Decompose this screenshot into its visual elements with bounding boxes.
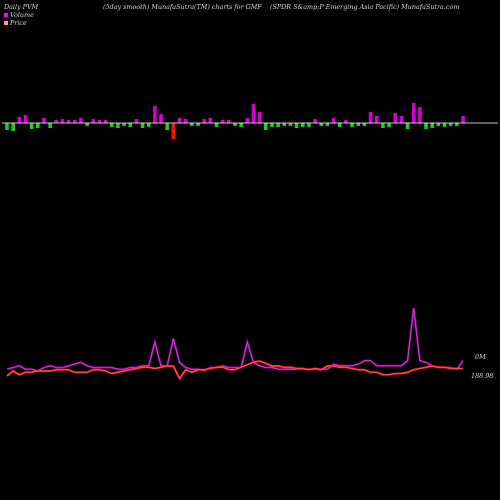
pvm-bar [325, 123, 330, 126]
pvm-bar [171, 123, 176, 139]
volume-line-highlight [6, 307, 464, 372]
pvm-bar [97, 120, 102, 123]
legend-volume: Volume [4, 11, 34, 19]
legend-volume-swatch [4, 13, 8, 17]
pvm-bar [461, 116, 465, 123]
pvm-bar [91, 119, 96, 123]
pvm-bar [362, 123, 367, 126]
pvm-bar [251, 104, 256, 123]
pvm-bar [23, 115, 28, 123]
pvm-bar [399, 116, 404, 123]
pvm-bar [60, 119, 65, 123]
pvm-bar [128, 123, 133, 127]
series-lines [6, 307, 464, 381]
pvm-bar [331, 118, 336, 123]
pvm-bar [72, 120, 77, 123]
pvm-bar [233, 123, 237, 126]
pvm-bar [264, 123, 268, 130]
pvm-bar [307, 123, 311, 127]
pvm-bar [448, 123, 453, 126]
pvm-bar [146, 123, 151, 127]
pvm-bar [442, 123, 447, 127]
pvm-bar [436, 123, 441, 126]
pvm-bar [208, 118, 213, 123]
legend-price: Price [4, 19, 27, 27]
pvm-bar [424, 123, 428, 129]
pvm-bar [165, 123, 170, 130]
pvm-bar [116, 123, 120, 128]
pvm-bar [79, 118, 83, 123]
pvm-bar [17, 117, 22, 123]
pvm-bar [36, 123, 40, 128]
pvm-bar [196, 123, 200, 126]
pvm-bar [42, 118, 46, 123]
legend-price-label: Price [10, 19, 27, 27]
volume-line [6, 307, 464, 372]
price-line [6, 359, 463, 381]
pvm-bar [381, 123, 385, 128]
pvm-bar [393, 113, 398, 123]
pvm-bar [282, 123, 287, 126]
pvm-bar [455, 123, 459, 126]
pvm-bar [288, 123, 293, 126]
pvm-bar [183, 119, 188, 123]
pvm-bars [5, 103, 465, 139]
volume-axis-label: 0M [475, 353, 486, 361]
pvm-bar [48, 123, 52, 128]
pvm-bar [257, 112, 262, 123]
pvm-bar [270, 123, 274, 127]
pvm-bar [300, 123, 305, 127]
pvm-bar [387, 123, 391, 127]
pvm-bar [220, 120, 225, 123]
pvm-bar [140, 123, 145, 128]
pvm-bar [227, 120, 231, 123]
pvm-bar [245, 118, 250, 123]
pvm-bar [239, 123, 243, 127]
pvm-bar [374, 116, 379, 123]
pvm-bar [159, 114, 163, 123]
chart-title-right: (SPDR S&amp;P Emerging Asia Pacific) Mun… [270, 3, 460, 11]
pvm-bar [214, 123, 219, 127]
pvm-bar [134, 119, 139, 123]
chart-title-left: Daily PVM [4, 3, 39, 11]
legend-price-swatch [4, 21, 8, 25]
pvm-bar [337, 123, 342, 127]
pvm-bar [190, 123, 194, 126]
pvm-bar [5, 123, 9, 130]
pvm-bar [356, 123, 361, 126]
chart-title-center: (5day smooth) MunafaSutra(TM) charts for… [103, 3, 262, 11]
pvm-bar [276, 123, 280, 127]
pvm-bar [66, 120, 71, 123]
pvm-bar [153, 106, 157, 123]
pvm-bar [405, 123, 410, 129]
pvm-bar [103, 120, 108, 123]
price-axis-label: 188.98 [471, 372, 493, 380]
pvm-bar [319, 123, 324, 126]
pvm-bar [85, 123, 89, 126]
pvm-bar [122, 123, 126, 126]
pvm-bar [430, 123, 434, 128]
pvm-bar [29, 123, 34, 129]
pvm-bar [177, 118, 182, 123]
pvm-bar [294, 123, 299, 128]
pvm-bar [344, 120, 348, 123]
price-line-highlight [6, 360, 463, 380]
pvm-bar [411, 103, 416, 123]
pvm-bar [202, 119, 206, 123]
legend-volume-label: Volume [10, 11, 34, 19]
pvm-bar [350, 123, 354, 127]
pvm-bar [418, 107, 422, 123]
pvm-bar [109, 123, 114, 127]
pvm-bar [368, 112, 373, 123]
pvm-bar [313, 119, 317, 123]
pvm-bar [54, 120, 59, 123]
pvm-bar [11, 123, 15, 131]
